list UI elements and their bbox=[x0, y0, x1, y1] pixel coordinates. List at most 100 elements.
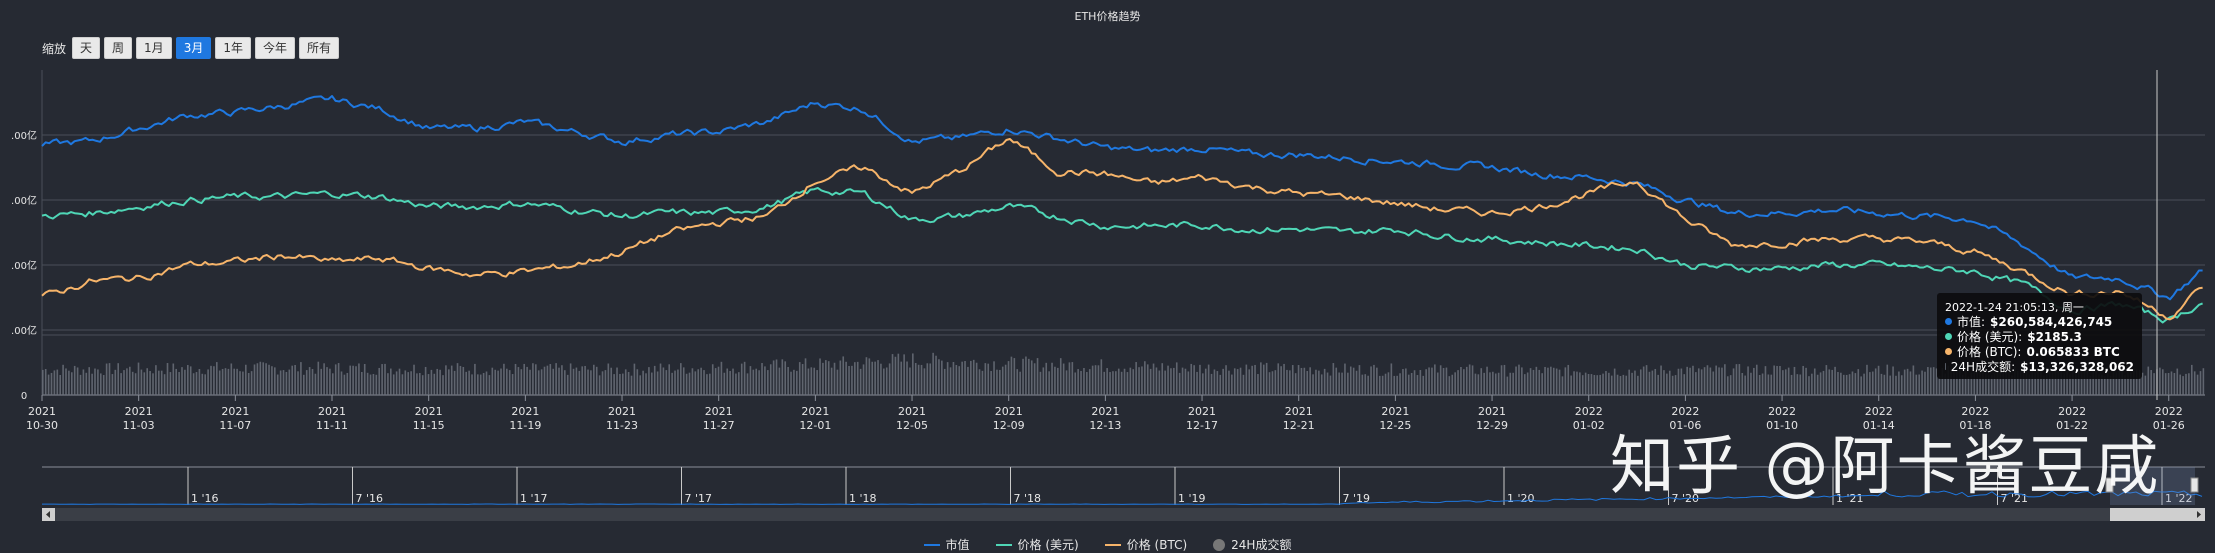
volume-bar bbox=[2109, 376, 2112, 395]
volume-bar bbox=[250, 371, 253, 395]
zoom-button-1m[interactable]: 1月 bbox=[136, 37, 172, 59]
volume-bar bbox=[1062, 363, 1065, 395]
volume-bar bbox=[1799, 374, 1802, 395]
volume-bar bbox=[1471, 365, 1474, 395]
legend-item-price-btc[interactable]: 价格 (BTC) bbox=[1104, 536, 1187, 553]
volume-bar bbox=[1561, 376, 1564, 395]
volume-bar bbox=[2179, 374, 2181, 395]
volume-bar bbox=[82, 369, 85, 395]
legend-item-price-usd[interactable]: 价格 (美元) bbox=[995, 536, 1079, 553]
volume-bar bbox=[775, 359, 778, 395]
volume-bar bbox=[1932, 367, 1935, 395]
volume-bar bbox=[987, 363, 990, 395]
volume-bar bbox=[1654, 368, 1657, 395]
zoom-button-all[interactable]: 所有 bbox=[298, 37, 339, 59]
navigator-series bbox=[42, 490, 2203, 505]
volume-bar bbox=[1944, 373, 1947, 395]
volume-bar bbox=[274, 367, 276, 395]
volume-bar bbox=[1854, 373, 1857, 395]
volume-bar bbox=[1784, 369, 1787, 395]
volume-bar bbox=[482, 373, 485, 395]
zoom-button-week[interactable]: 周 bbox=[104, 37, 133, 59]
volume-bar bbox=[1883, 374, 1886, 395]
volume-bar bbox=[1729, 375, 1732, 395]
volume-bar bbox=[2054, 366, 2057, 395]
volume-bar bbox=[2138, 370, 2141, 395]
volume-bar bbox=[129, 366, 131, 395]
volume-bar bbox=[1660, 365, 1662, 395]
volume-bar bbox=[1692, 365, 1694, 395]
volume-bar bbox=[601, 371, 604, 395]
volume-bar bbox=[1732, 368, 1735, 395]
volume-bar bbox=[543, 366, 546, 395]
volume-bar bbox=[2014, 366, 2016, 395]
volume-bar bbox=[1634, 370, 1636, 395]
volume-bar bbox=[1170, 368, 1172, 395]
y-tick-label: 0 bbox=[21, 391, 27, 402]
zoom-button-3m[interactable]: 3月 bbox=[175, 37, 212, 59]
legend-item-market-cap[interactable]: 市值 bbox=[923, 536, 970, 553]
zoom-button-day[interactable]: 天 bbox=[72, 37, 101, 59]
volume-bar bbox=[1181, 367, 1184, 395]
volume-bar bbox=[749, 366, 752, 395]
zoom-button-ytd[interactable]: 今年 bbox=[254, 37, 295, 59]
volume-bar bbox=[729, 370, 731, 395]
volume-bar bbox=[1196, 371, 1198, 395]
volume-bar bbox=[256, 363, 259, 395]
volume-bar bbox=[714, 368, 717, 395]
volume-bar bbox=[1738, 364, 1741, 395]
volume-bars bbox=[42, 352, 2205, 395]
volume-bar bbox=[816, 370, 818, 395]
volume-bar bbox=[952, 361, 955, 395]
volume-bar bbox=[210, 365, 212, 395]
x-tick-year: 2022 bbox=[1961, 405, 1989, 418]
volume-bar bbox=[1657, 374, 1659, 395]
volume-bar bbox=[1489, 372, 1491, 395]
volume-bar bbox=[738, 372, 740, 395]
volume-bar bbox=[764, 366, 766, 395]
volume-bar bbox=[624, 369, 627, 395]
volume-bar bbox=[546, 365, 549, 395]
volume-bar bbox=[1767, 374, 1770, 395]
volume-bar bbox=[1454, 372, 1456, 395]
volume-bar bbox=[1289, 370, 1291, 395]
volume-bar bbox=[2086, 364, 2089, 395]
volume-bar bbox=[1010, 356, 1013, 395]
volume-bar bbox=[1373, 364, 1375, 395]
volume-bar bbox=[645, 373, 647, 395]
volume-bar bbox=[216, 362, 218, 395]
volume-bar bbox=[1086, 372, 1088, 395]
volume-bar bbox=[1402, 369, 1404, 395]
x-tick-year: 2021 bbox=[1091, 405, 1119, 418]
volume-bar bbox=[1857, 369, 1860, 395]
tooltip-value: 0.065833 BTC bbox=[2026, 344, 2120, 359]
volume-bar bbox=[436, 368, 439, 395]
zoom-button-1y[interactable]: 1年 bbox=[215, 37, 251, 59]
volume-bar bbox=[1709, 367, 1712, 395]
volume-bar bbox=[903, 354, 905, 395]
volume-bar bbox=[1935, 368, 1938, 395]
volume-bar bbox=[769, 364, 772, 395]
volume-bar bbox=[555, 363, 557, 395]
volume-bar bbox=[1874, 368, 1877, 395]
x-tick-year: 2022 bbox=[2058, 405, 2086, 418]
volume-bar bbox=[506, 368, 508, 395]
legend-item-volume[interactable]: 24H成交额 bbox=[1213, 536, 1291, 553]
navigator-label: 7 '17 bbox=[685, 492, 713, 505]
volume-bar bbox=[1961, 374, 1964, 395]
volume-bar bbox=[44, 369, 47, 395]
volume-bar bbox=[1178, 372, 1181, 395]
volume-bar bbox=[2170, 371, 2173, 395]
volume-bar bbox=[474, 363, 476, 395]
volume-bar bbox=[1291, 365, 1294, 395]
volume-bar bbox=[2072, 370, 2074, 395]
volume-bar bbox=[1434, 364, 1436, 395]
volume-bar bbox=[108, 363, 111, 395]
volume-bar bbox=[404, 370, 407, 395]
volume-bar bbox=[453, 370, 456, 395]
volume-bar bbox=[2161, 369, 2164, 395]
volume-bar bbox=[424, 366, 427, 395]
volume-bar bbox=[1312, 374, 1314, 395]
volume-bar bbox=[720, 361, 723, 395]
